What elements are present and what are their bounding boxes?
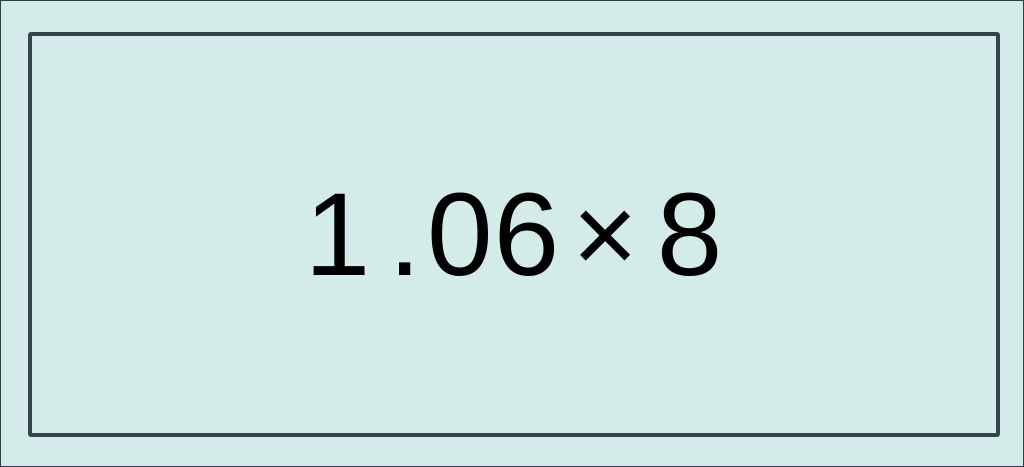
decimal-part: 06 (427, 169, 561, 301)
math-expression: 1.06 × 8 (32, 176, 996, 296)
integer-part: 1. (304, 169, 440, 301)
expression-card: 1.06 × 8 (28, 32, 1000, 437)
multiply-operator: × (572, 172, 639, 297)
multiplier-value: 8 (656, 169, 724, 301)
